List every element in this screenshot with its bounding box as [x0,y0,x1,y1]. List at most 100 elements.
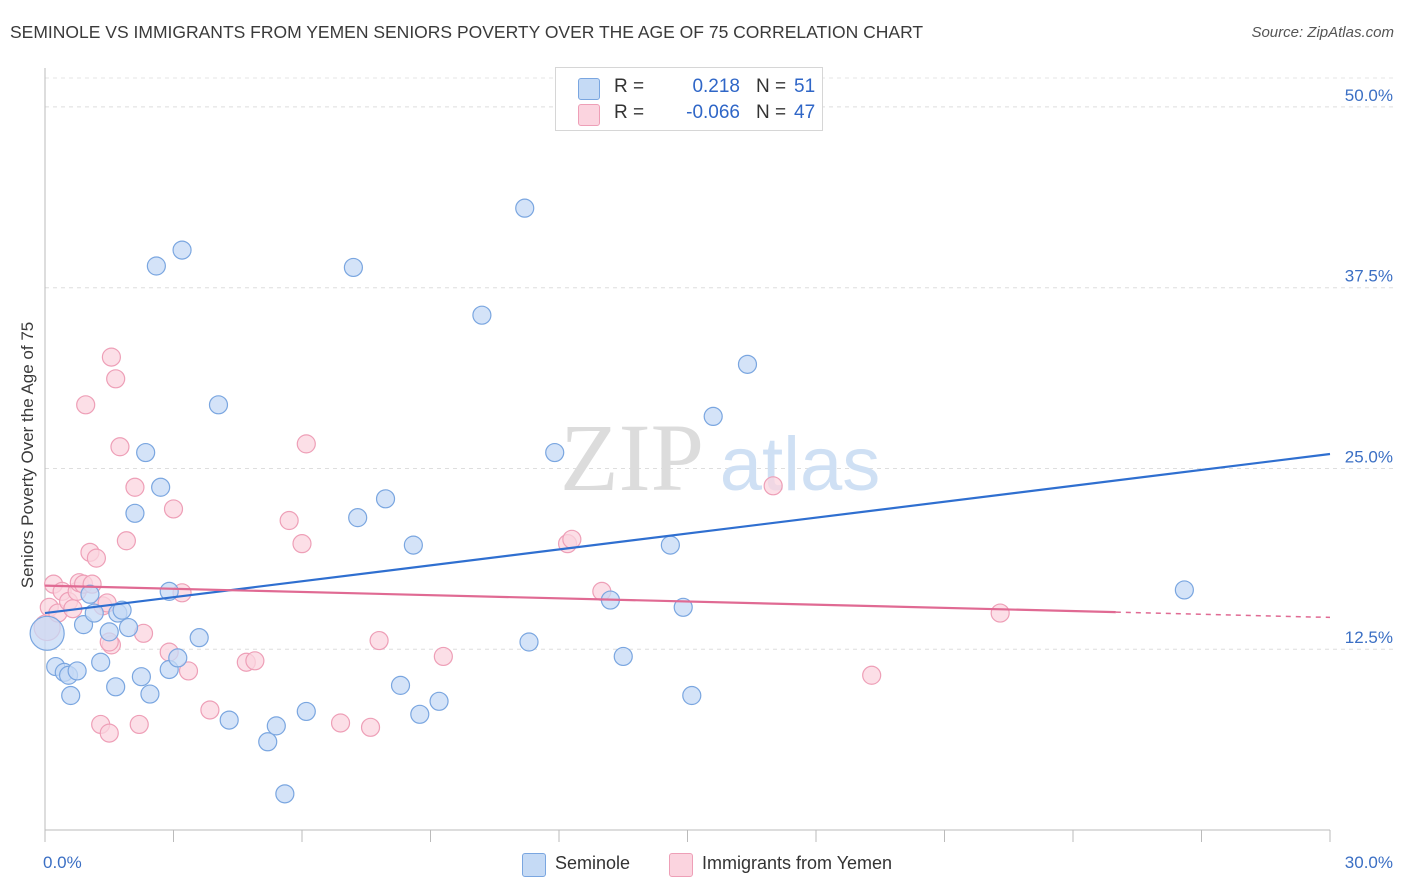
legend-r-label: R = [614,102,645,123]
seminole-point [429,691,449,711]
yemen-point [279,510,299,531]
yemen-trend-line [44,584,1116,614]
chart-source: Source: ZipAtlas.com [1251,24,1394,41]
yemen-point [116,531,136,551]
bottom-legend-swatch-yemen [669,853,693,877]
seminole-point [1174,580,1194,600]
series-seminole-points [29,198,1194,804]
series-yemen-points [33,347,1010,743]
seminole-point [343,257,363,278]
watermark-atlas: atlas [720,422,881,507]
seminole-point [348,508,368,528]
yemen-point [433,646,453,667]
legend-n-value: 51 [794,76,816,97]
seminole-point [151,477,171,497]
seminole-point [472,305,492,325]
legend-r-value: -0.066 [686,102,740,123]
x-tick-label-max: 30.0% [1345,853,1393,872]
seminole-point [168,648,188,668]
seminole-point [660,535,680,555]
tick-labels: 12.5% 25.0% 37.5% 50.0% 0.0% 30.0% [43,86,1393,872]
seminole-point [375,489,396,509]
seminole-point [189,628,209,648]
legend-n-label: N = [756,76,787,97]
gridlines [45,77,1395,650]
trend-lines [44,452,1331,619]
yemen-trend-line-extension [1115,611,1331,619]
y-tick-label: 25.0% [1345,447,1393,466]
yemen-point [990,603,1010,623]
bottom-legend-swatch-seminole [522,853,546,877]
yemen-point [106,369,126,389]
bottom-legend-label-yemen: Immigrants from Yemen [702,853,893,873]
yemen-point [86,548,107,568]
yemen-point [110,437,130,457]
seminole-point [118,617,139,638]
seminole-point [519,632,539,652]
yemen-point [763,476,783,496]
yemen-point [296,434,316,454]
seminole-trend-line [44,452,1331,615]
correlation-legend: R = 0.218 N = 51 R = -0.066 N = 47 [555,67,823,131]
seminole-point [403,535,423,555]
seminole-point [159,581,179,601]
seminole-point [91,652,111,672]
seminole-point [106,677,126,697]
seminole-point [275,784,295,804]
seminole-point [390,675,411,695]
yemen-point [862,665,882,685]
seminole-point [266,716,286,736]
yemen-point [200,700,220,720]
seminole-point [208,395,229,415]
yemen-point [101,347,121,367]
seminole-point [125,503,145,523]
yemen-point [178,661,199,681]
yemen-point [360,717,381,737]
seminole-point [29,615,65,651]
watermark-zip: ZIP [560,404,704,511]
y-tick-label: 12.5% [1345,628,1393,647]
seminole-point [99,622,119,642]
seminole-point [703,406,723,426]
seminole-point [545,442,565,463]
seminole-point [67,661,87,681]
yemen-point [369,630,389,651]
yemen-point [125,477,145,497]
seminole-point [136,442,156,463]
axes [44,68,1331,842]
seminole-point [673,597,693,617]
seminole-point [682,685,702,706]
seminole-point [219,710,239,730]
watermark: ZIP atlas [560,404,880,511]
seminole-point [613,646,633,667]
seminole-point [258,732,278,752]
seminole-point [112,600,132,620]
seminole-point [410,704,430,724]
seminole-point [80,584,100,604]
legend-n-value: 47 [794,102,816,123]
y-tick-label: 50.0% [1345,86,1393,105]
yemen-point [292,534,312,554]
legend-swatch-yemen [578,104,600,126]
seminole-point [131,667,151,687]
seminole-point [296,701,316,722]
bottom-legend-label-seminole: Seminole [555,853,631,873]
seminole-point [146,256,166,276]
yemen-point [245,651,265,671]
seminole-point [172,240,192,260]
seminole-point [61,685,81,706]
seminole-point [140,684,160,704]
legend-swatch-seminole [578,78,600,100]
yemen-point [562,529,582,549]
legend-r-label: R = [614,76,645,97]
yemen-point [99,723,119,743]
x-tick-label-min: 0.0% [43,853,82,872]
yemen-point [330,713,351,733]
yemen-point [129,714,149,735]
legend-r-value: 0.218 [692,76,740,97]
chart-title: SEMINOLE VS IMMIGRANTS FROM YEMEN SENIOR… [10,22,924,42]
legend-n-label: N = [756,102,787,123]
yemen-point [76,395,96,415]
seminole-point [515,198,535,218]
